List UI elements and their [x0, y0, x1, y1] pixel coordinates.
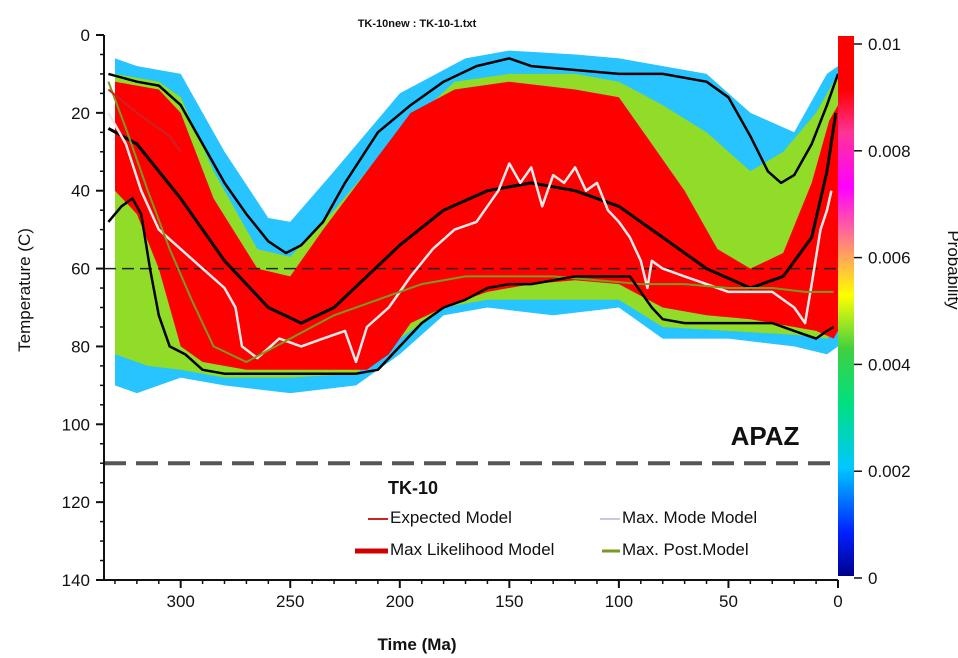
x-tick-label-100: 100 — [605, 592, 633, 611]
colorbar-gradient — [838, 36, 854, 576]
colorbar-tick-label: 0.004 — [868, 355, 911, 374]
legend: TK-10 Expected Model Max. Mode Model Max… — [355, 478, 757, 559]
colorbar-tick-label: 0.01 — [868, 35, 901, 54]
series-lower-bound — [107, 197, 835, 375]
y-tick-label-80: 80 — [71, 337, 90, 356]
legend-label-max-mode: Max. Mode Model — [622, 508, 757, 527]
series-max-post-model — [107, 81, 834, 363]
y-tick-label-120: 120 — [62, 493, 90, 512]
x-tick-label-150: 150 — [495, 592, 523, 611]
x-tick-label-300: 300 — [166, 592, 194, 611]
colorbar-tick-label: 0.002 — [868, 462, 911, 481]
y-tick-label-20: 20 — [71, 104, 90, 123]
y-tick-label-0: 0 — [81, 26, 90, 45]
series-max-likelihood-model — [107, 112, 838, 325]
y-tick-label-60: 60 — [71, 260, 90, 279]
tick-marks: 300 250 200 150 100 50 0 0 20 40 60 80 100 120 140 — [62, 26, 843, 611]
y-axis-title: Temperature (C) — [15, 228, 34, 352]
colorbar-ticks: 0.01 0.008 0.006 0.004 0.002 0 — [854, 35, 911, 588]
x-tick-label-50: 50 — [719, 592, 738, 611]
y-tick-label-140: 140 — [62, 571, 90, 590]
series-expected-model — [107, 88, 182, 153]
reference-lines — [104, 267, 838, 466]
series-max-mode-model — [107, 112, 833, 364]
colorbar-tick-label: 0.006 — [868, 249, 911, 268]
x-tick-label-0: 0 — [833, 592, 842, 611]
y-tick-label-100: 100 — [62, 415, 90, 434]
legend-label-expected: Expected Model — [390, 508, 512, 527]
legend-label-max-likelihood: Max Likelihood Model — [390, 540, 554, 559]
colorbar-tick-label: 0 — [868, 569, 877, 588]
colorbar-tick-label: 0.008 — [868, 142, 911, 161]
series-upper-bound — [108, 57, 838, 255]
model-lines — [107, 57, 838, 375]
y-tick-label-40: 40 — [71, 182, 90, 201]
colorbar-label: Probability — [944, 230, 958, 310]
legend-label-max-post: Max. Post.Model — [622, 540, 749, 559]
legend-title: TK-10 — [388, 478, 438, 498]
chart-title: TK-10new : TK-10-1.txt — [358, 18, 477, 30]
colorbar: 0.01 0.008 0.006 0.004 0.002 0 Probability — [838, 35, 958, 588]
apaz-label: APAZ — [731, 421, 800, 451]
x-tick-label-200: 200 — [386, 592, 414, 611]
x-axis-title: Time (Ma) — [377, 635, 456, 654]
x-tick-label-250: 250 — [276, 592, 304, 611]
probability-envelopes — [115, 50, 838, 394]
envelope-high-probability — [115, 81, 838, 370]
